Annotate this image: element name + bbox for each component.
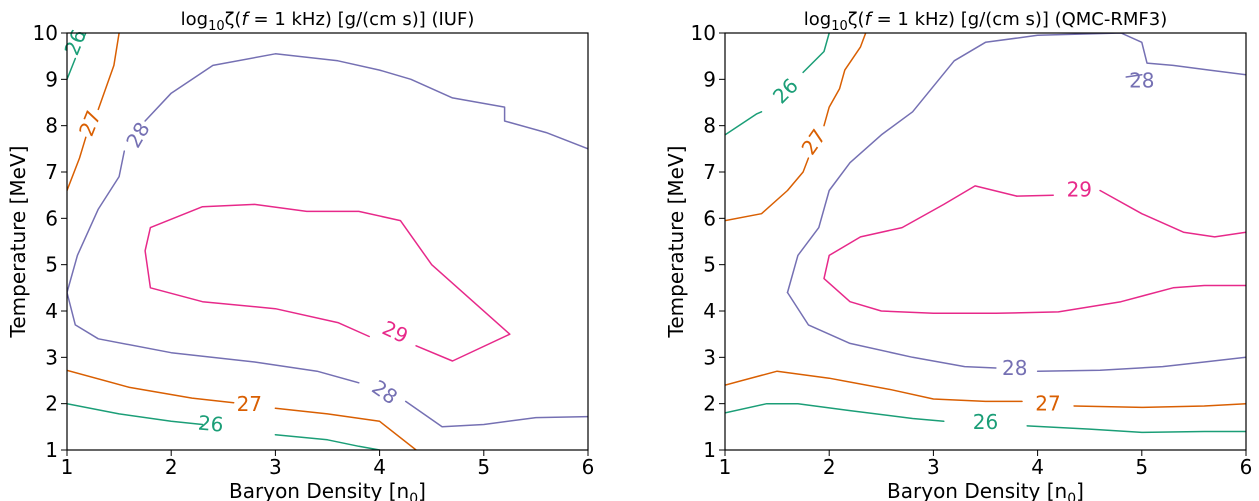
contour-line-27 (823, 33, 867, 127)
contour-label-28: 28 (1002, 356, 1027, 380)
y-tick-label: 6 (703, 206, 716, 230)
x-tick-label: 3 (269, 455, 282, 479)
y-axis-label: Temperature [MeV] (6, 146, 30, 339)
contour-line-26 (802, 33, 830, 74)
axes-frame (724, 32, 1247, 451)
x-tick-label: 2 (823, 455, 836, 479)
y-tick-label: 8 (703, 114, 716, 138)
y-tick-label: 3 (703, 345, 716, 369)
contour-line-27 (725, 157, 810, 222)
contour-line-29 (1099, 189, 1246, 238)
contour-label-28: 28 (1129, 68, 1154, 92)
contour-lines (67, 33, 588, 450)
contour-line-27 (1073, 402, 1246, 409)
contour-line-28 (1036, 356, 1246, 372)
x-axis-label: Baryon Density [n0] (229, 479, 426, 501)
y-tick-label: 7 (45, 160, 58, 184)
contour-label-28: 28 (121, 118, 155, 152)
x-tick-label: 4 (373, 455, 386, 479)
x-tick-label: 6 (1240, 455, 1253, 479)
chart-title: log10ζ(f = 1 kHz) [g/(cm s)] (QMC-RMF3) (804, 9, 1168, 34)
contour-label-27: 27 (1035, 392, 1060, 416)
y-tick-label: 8 (45, 114, 58, 138)
contour-label-26: 26 (197, 411, 224, 437)
y-tick-label: 9 (45, 67, 58, 91)
contour-label-29: 29 (1067, 178, 1092, 202)
y-tick-label: 5 (703, 253, 716, 277)
contour-line-28 (144, 53, 588, 150)
y-tick-label: 1 (45, 438, 58, 462)
x-tick-label: 1 (61, 455, 74, 479)
x-tick-label: 4 (1031, 455, 1044, 479)
contour-line-26 (725, 402, 945, 423)
x-tick-label: 6 (582, 455, 595, 479)
contour-line-28 (786, 291, 997, 369)
contour-label-28: 28 (367, 375, 402, 409)
contour-line-26 (1026, 425, 1246, 434)
y-axis-label: Temperature [MeV] (664, 146, 688, 339)
x-tick-label: 5 (477, 455, 490, 479)
y-tick-label: 7 (703, 160, 716, 184)
y-tick-label: 1 (703, 438, 716, 462)
y-tick-label: 4 (703, 299, 716, 323)
axes-frame (66, 32, 589, 451)
left-panel-iuf: 26 26 27 27 28 28 29 1 2 3 4 5 6 1 2 3 4 5 6 7 8 9 10 log10ζ(f … (6, 9, 594, 501)
y-tick-label: 2 (45, 392, 58, 416)
y-tick-label: 9 (703, 67, 716, 91)
x-tick-label: 3 (927, 455, 940, 479)
contour-line-26 (274, 433, 381, 450)
contour-line-26 (81, 33, 87, 41)
contour-label-27: 27 (796, 125, 830, 160)
contour-line-27 (67, 136, 87, 192)
y-tick-label: 2 (703, 392, 716, 416)
contour-label-29: 29 (379, 316, 412, 349)
contour-line-28 (404, 400, 588, 428)
x-tick-label: 1 (719, 455, 732, 479)
y-tick-label: 3 (45, 345, 58, 369)
contour-line-28 (67, 150, 126, 294)
contour-line-26 (67, 57, 77, 81)
contour-label-26: 26 (59, 26, 91, 59)
contour-line-26 (67, 402, 204, 426)
contour-line-28 (786, 33, 1246, 294)
contour-line-27 (274, 407, 417, 450)
x-axis-label: Baryon Density [n0] (887, 479, 1084, 501)
y-tick-label: 10 (691, 21, 716, 45)
contour-label-26: 26 (768, 73, 803, 108)
y-tick-label: 4 (45, 299, 58, 323)
contour-line-27 (97, 33, 120, 111)
contour-line-29 (823, 185, 1246, 315)
contour-line-29 (144, 203, 511, 362)
right-panel-qmc-rmf3: 26 26 27 27 28 28 29 1 2 3 4 5 6 1 2 3 4 5 6 7 8 9 10 log10ζ(f … (664, 9, 1252, 501)
y-tick-label: 5 (45, 253, 58, 277)
y-tick-label: 6 (45, 206, 58, 230)
contour-line-28 (1125, 73, 1143, 78)
x-tick-label: 5 (1135, 455, 1148, 479)
y-tick-label: 10 (33, 21, 58, 45)
x-tick-label: 2 (165, 455, 178, 479)
contour-line-27 (725, 370, 1023, 403)
chart-title: log10ζ(f = 1 kHz) [g/(cm s)] (IUF) (181, 9, 475, 34)
contour-line-29 (1016, 194, 1054, 197)
contour-label-26: 26 (973, 410, 998, 434)
contour-label-27: 27 (237, 392, 262, 416)
contour-line-27 (67, 369, 235, 404)
contour-line-28 (67, 291, 360, 384)
contour-lines (725, 33, 1246, 434)
contour-label-27: 27 (74, 107, 106, 140)
contour-line-26 (725, 111, 763, 136)
